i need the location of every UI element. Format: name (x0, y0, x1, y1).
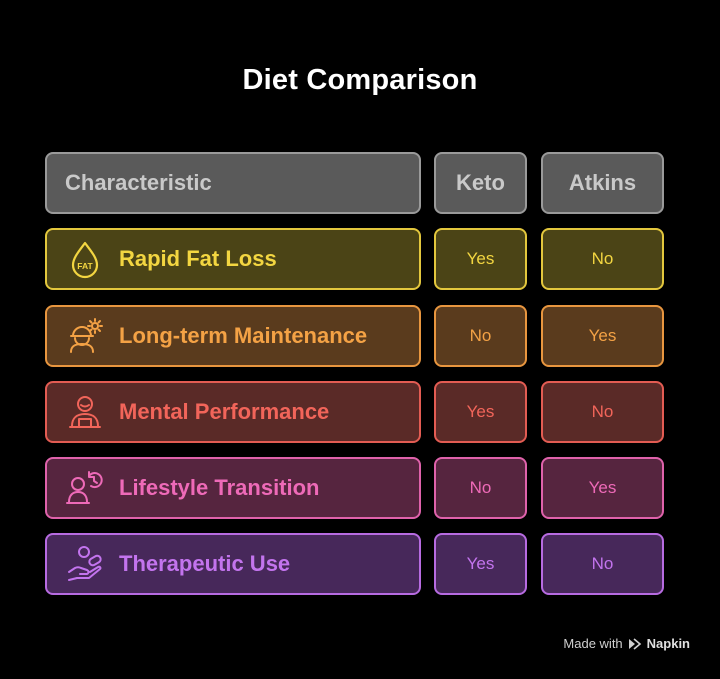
made-with-text: Made with (563, 636, 623, 651)
row-label: Rapid Fat Loss (119, 246, 277, 271)
keto-value: Yes (466, 402, 495, 421)
keto-value-cell: Yes (434, 533, 527, 595)
keto-value: No (469, 478, 492, 497)
worker-gear-icon (70, 318, 103, 353)
person-cycle-icon (66, 471, 103, 504)
atkins-value-cell: No (541, 228, 664, 290)
napkin-brand-text: Napkin (646, 636, 690, 651)
header-atkins: Atkins (541, 152, 664, 214)
atkins-value: Yes (588, 326, 617, 345)
keto-value-cell: No (434, 457, 527, 519)
header-characteristic-label: Characteristic (65, 170, 212, 195)
row-label-cell: Lifestyle Transition (45, 457, 421, 519)
atkins-value-cell: No (541, 381, 664, 443)
keto-value: Yes (466, 554, 495, 573)
atkins-value-cell: No (541, 533, 664, 595)
header-keto: Keto (434, 152, 527, 214)
row-label-cell: Mental Performance (45, 381, 421, 443)
header-characteristic: Characteristic (45, 152, 421, 214)
keto-value-cell: No (434, 305, 527, 367)
row-label: Lifestyle Transition (119, 475, 320, 500)
keto-value-cell: Yes (434, 228, 527, 290)
row-label-cell: Long-term Maintenance (45, 305, 421, 367)
made-with-napkin-badge: Made with Napkin (563, 636, 690, 651)
hand-pill-icon (68, 546, 102, 581)
keto-value: Yes (466, 249, 495, 268)
page-title: Diet Comparison (242, 64, 478, 96)
row-label: Long-term Maintenance (119, 323, 368, 348)
header-keto-label: Keto (456, 170, 505, 195)
atkins-value: No (591, 402, 614, 421)
row-label-cell: Therapeutic Use (45, 533, 421, 595)
keto-value-cell: Yes (434, 381, 527, 443)
atkins-value: No (591, 249, 614, 268)
person-desk-icon (69, 396, 101, 428)
row-label-cell: FAT Rapid Fat Loss (45, 228, 421, 290)
atkins-value: No (591, 554, 614, 573)
fat-icon-text: FAT (77, 261, 93, 271)
fat-drop-icon: FAT (71, 241, 99, 279)
keto-value: No (469, 326, 492, 345)
atkins-value: Yes (588, 478, 617, 497)
atkins-value-cell: Yes (541, 457, 664, 519)
header-atkins-label: Atkins (568, 170, 637, 195)
row-label: Mental Performance (119, 399, 330, 424)
napkin-logo-icon (628, 637, 641, 650)
atkins-value-cell: Yes (541, 305, 664, 367)
row-label: Therapeutic Use (119, 551, 291, 576)
